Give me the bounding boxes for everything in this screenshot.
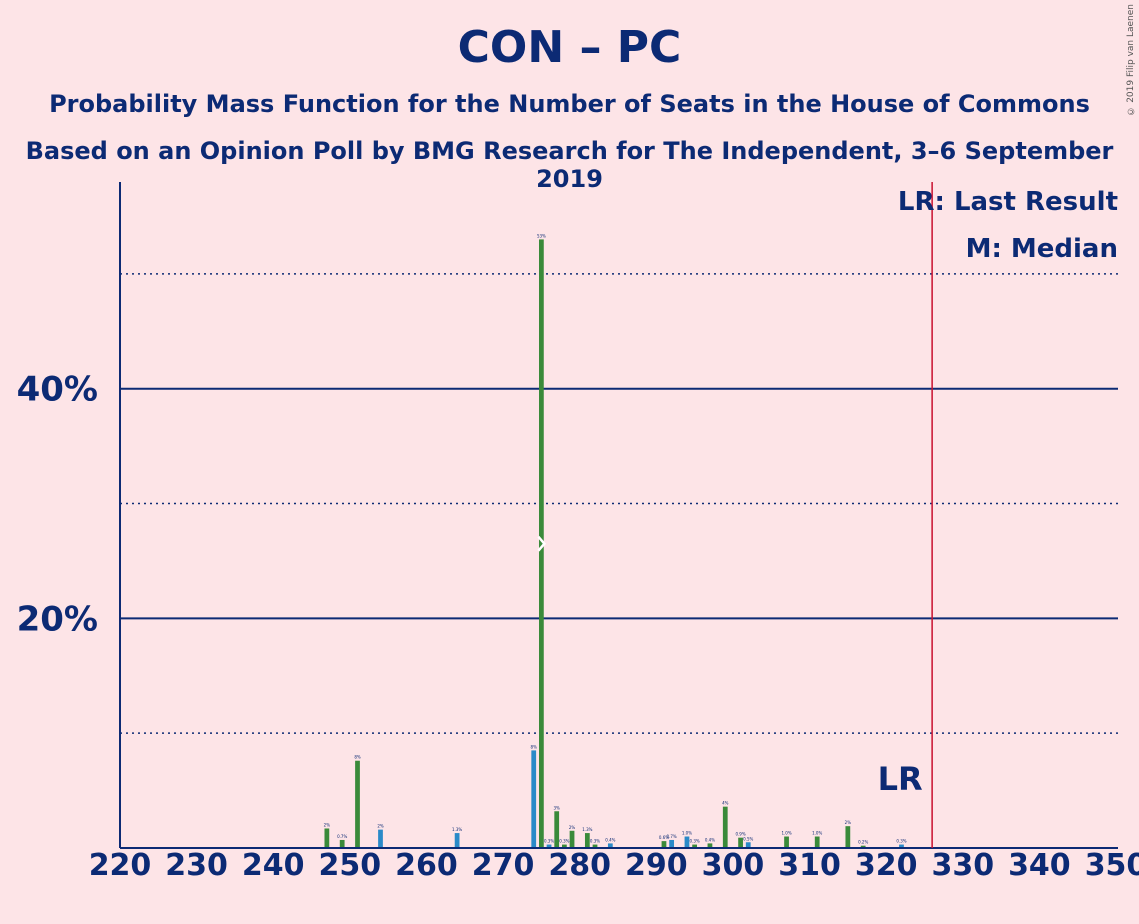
- bar: [784, 836, 789, 848]
- x-tick-label: 340: [1008, 848, 1071, 883]
- bar-value-label: 1.3%: [582, 827, 592, 832]
- bar-value-label: 4%: [722, 801, 729, 806]
- bar: [707, 843, 713, 848]
- x-tick-label: 290: [625, 848, 688, 883]
- legend-last-result: LR: Last Result: [898, 187, 1118, 217]
- bar-value-label: 1.0%: [682, 831, 692, 836]
- bar: [454, 833, 460, 848]
- bar-series: 2% 0.7% 8% 2% 1.3% 8% 53% 0.3% 3% 0.3% 2% 1.3% 0.3% 0…: [324, 233, 907, 848]
- x-tick-label: 300: [702, 848, 765, 883]
- bar-value-label: 0.7%: [667, 834, 677, 839]
- bar-value-label: 0.3%: [544, 839, 554, 844]
- y-tick-label: 20%: [17, 599, 98, 639]
- bar-value-label: 0.3%: [896, 839, 906, 844]
- bar: [738, 837, 743, 848]
- bar: [692, 844, 697, 848]
- bar-value-label: 2%: [377, 824, 384, 829]
- bar-value-label: 2%: [845, 820, 852, 825]
- bar-value-label: 3%: [554, 805, 561, 810]
- x-tick-label: 240: [242, 848, 305, 883]
- bar: [546, 844, 552, 848]
- bar-value-label: 8%: [354, 755, 361, 760]
- gridlines: [120, 273, 1118, 734]
- x-tick-label: 280: [548, 848, 611, 883]
- bar: [684, 836, 690, 848]
- bar: [669, 839, 675, 848]
- x-tick-label: 250: [319, 848, 382, 883]
- legend-median: M: Median: [966, 234, 1118, 264]
- chart-title: CON – PC: [457, 22, 682, 73]
- bar: [899, 844, 904, 848]
- bar: [592, 844, 598, 848]
- bar-value-label: 1.3%: [452, 827, 462, 832]
- bar: [561, 844, 567, 848]
- median-marker: [537, 535, 547, 552]
- bar: [378, 829, 383, 848]
- bar: [584, 833, 590, 848]
- bar-value-label: 0.4%: [605, 837, 615, 842]
- bar-value-label: 0.3%: [690, 839, 700, 844]
- bar: [661, 841, 667, 848]
- bar: [355, 760, 360, 848]
- chart-source: Based on an Opinion Poll by BMG Research…: [25, 137, 1114, 193]
- bar: [531, 750, 537, 848]
- bar-value-label: 53%: [537, 233, 546, 238]
- last-result-marker: LR: [878, 760, 923, 798]
- bar: [607, 843, 613, 848]
- bar-value-label: 0.2%: [858, 840, 868, 845]
- bar-value-label: 0.6%: [659, 835, 669, 840]
- x-tick-label: 320: [855, 848, 918, 883]
- bar: [845, 826, 851, 848]
- bar: [339, 839, 345, 848]
- x-tick-label: 330: [931, 848, 994, 883]
- bar-value-label: 8%: [531, 744, 538, 749]
- y-axis-ticks: 20% 40%: [17, 370, 98, 640]
- bar: [745, 842, 751, 848]
- bar-value-label: 1.0%: [781, 831, 791, 836]
- x-axis-ticks: 220 230 240 250 260 270 280 290 300 310 320 330 340 3…: [89, 848, 1139, 883]
- bar-value-label: 1.0%: [812, 831, 822, 836]
- x-tick-label: 350: [1085, 848, 1139, 883]
- bar-value-label: 0.4%: [705, 837, 715, 842]
- bar: [324, 828, 330, 848]
- bar: [554, 811, 560, 848]
- chart-subtitle: Probability Mass Function for the Number…: [49, 90, 1090, 118]
- x-tick-label: 260: [395, 848, 458, 883]
- bar-value-label: 0.3%: [559, 839, 569, 844]
- bar-value-label: 0.9%: [735, 832, 745, 837]
- bar-value-label: 0.5%: [743, 836, 753, 841]
- x-tick-label: 310: [778, 848, 841, 883]
- bar: [860, 845, 866, 848]
- bar-value-label: 2%: [569, 825, 576, 830]
- x-tick-label: 220: [89, 848, 152, 883]
- bar: [539, 239, 544, 848]
- bar: [569, 830, 575, 848]
- bar-value-label: 2%: [324, 822, 331, 827]
- bar-value-label: 0.3%: [590, 839, 600, 844]
- y-tick-label: 40%: [17, 370, 98, 410]
- bar: [722, 806, 728, 848]
- bar-value-label: 0.7%: [337, 834, 347, 839]
- x-tick-label: 270: [472, 848, 535, 883]
- bar: [814, 836, 820, 848]
- x-tick-label: 230: [165, 848, 228, 883]
